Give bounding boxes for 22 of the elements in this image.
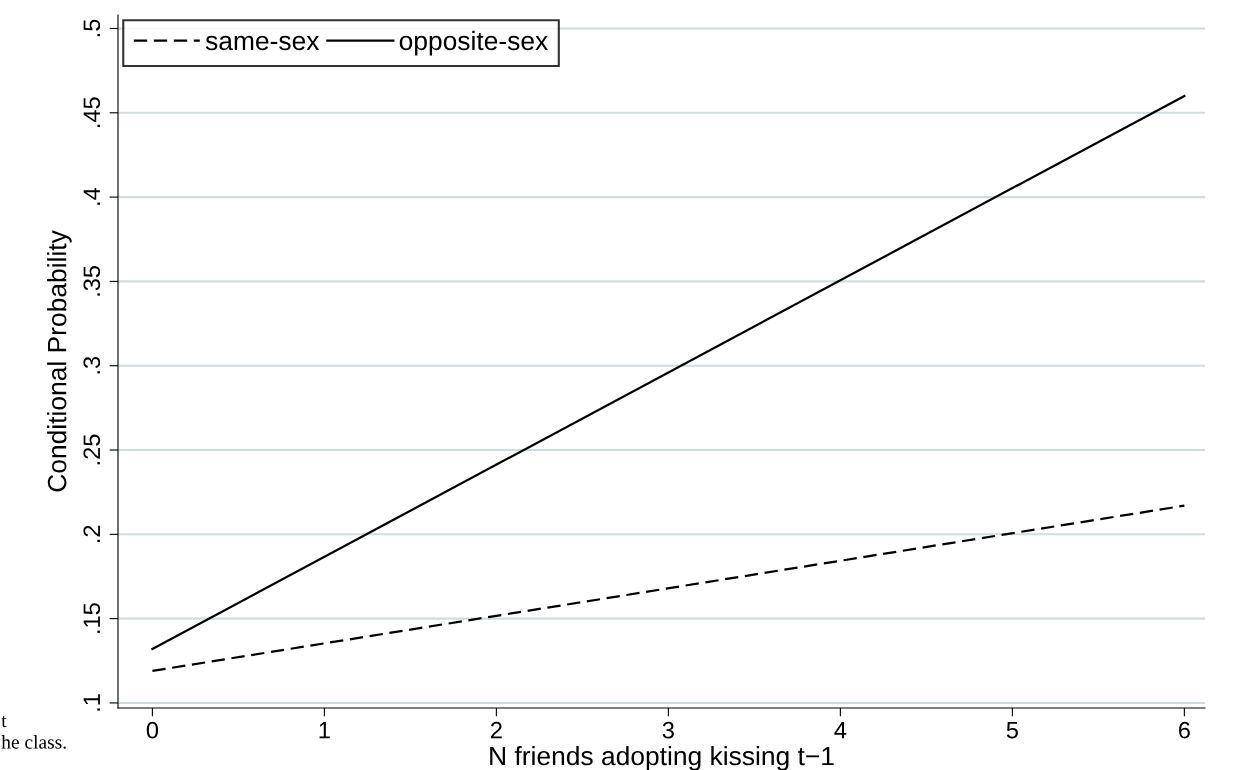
x-tick-label: 1 <box>319 722 330 739</box>
x-tick-label: 0 <box>146 721 159 739</box>
text: he class. <box>1 735 66 749</box>
y-tick-label: .3 <box>83 356 101 374</box>
y-tick-label: .5 <box>83 19 101 37</box>
y-tick-label: .2 <box>83 525 100 543</box>
y-tick-label: .35 <box>83 265 101 296</box>
x-tick-label: 6 <box>1178 721 1190 739</box>
y-tick-label: .15 <box>83 603 101 633</box>
legend-label: opposite-sex <box>399 30 548 56</box>
x-tick-label: 5 <box>1006 722 1018 739</box>
y-tick-label: .25 <box>83 434 101 465</box>
x-axis-title: N friends adopting kissing t−1 <box>490 745 834 770</box>
y-tick-label: .4 <box>83 187 100 205</box>
x-tick-label: 2 <box>491 721 502 739</box>
x-tick-label: 4 <box>834 722 847 739</box>
legend-label: same-sex <box>205 35 320 51</box>
y-tick-label: .1 <box>83 694 100 711</box>
y-axis-title: Conditional Probability <box>47 230 72 492</box>
x-tick-label: 3 <box>662 721 674 739</box>
text: t <box>1 715 7 728</box>
y-tick-label: .45 <box>83 97 101 128</box>
